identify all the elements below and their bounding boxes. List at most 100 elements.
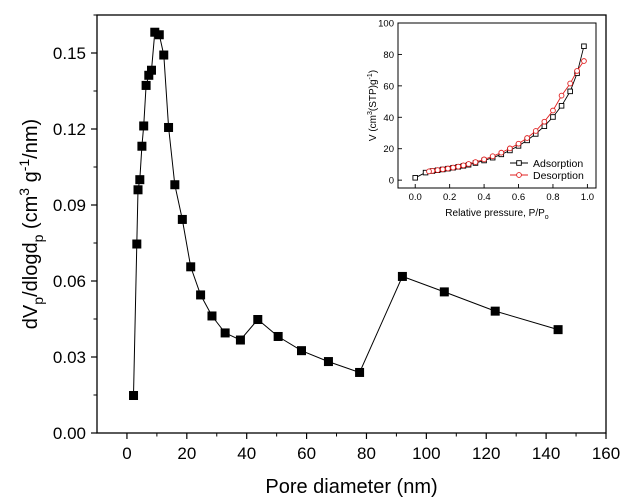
- y-axis-title-part: p: [30, 297, 46, 305]
- inset-desorption-point: [507, 145, 513, 152]
- inset-adsorption-point: [558, 103, 565, 109]
- data-point: [144, 70, 154, 80]
- y-axis-title-part: dV: [20, 304, 42, 329]
- inset-y-tick-label: 80: [383, 50, 394, 61]
- x-tick-label: 40: [237, 444, 256, 463]
- y-tick-label: 0.00: [53, 424, 86, 443]
- x-axis-title: Pore diameter (nm): [265, 476, 437, 498]
- data-point: [296, 346, 306, 356]
- inset-x-axis-title: Relative pressure, P/Po: [445, 208, 549, 221]
- x-tick-label: 80: [357, 444, 376, 463]
- inset-x-axis-title-part: Relative pressure, P/P: [445, 208, 545, 219]
- inset-desorption-point: [574, 68, 580, 74]
- data-point: [139, 121, 149, 131]
- y-axis-title-part: -1: [16, 159, 32, 172]
- y-axis-title-part: /dlogd: [20, 242, 42, 297]
- x-tick-label: 20: [177, 444, 196, 463]
- inset-desorption-point: [532, 128, 539, 134]
- data-point: [177, 214, 187, 224]
- data-point: [129, 391, 139, 401]
- data-point: [397, 271, 407, 281]
- y-tick-label: 0.15: [53, 44, 86, 63]
- inset-y-tick-label: 60: [383, 81, 394, 92]
- y-axis-title-part: 3: [16, 188, 32, 196]
- data-point: [137, 141, 147, 151]
- y-axis-title-part: g: [20, 171, 42, 188]
- y-tick-label: 0.12: [53, 120, 86, 139]
- y-axis-title-part: (cm: [20, 196, 42, 235]
- data-point: [170, 180, 180, 190]
- data-point: [439, 287, 449, 297]
- inset-y-axis-title-part: (STP)g: [368, 79, 379, 111]
- inset-x-tick-label: 0.0: [409, 192, 422, 203]
- x-tick-label: 140: [532, 444, 560, 463]
- x-tick-label: 120: [472, 444, 500, 463]
- y-tick-label: 0.09: [53, 196, 86, 215]
- inset-x-tick-label: 0.8: [546, 192, 559, 203]
- plot-frame: [96, 14, 607, 434]
- data-point: [355, 367, 365, 377]
- data-point: [253, 315, 263, 325]
- data-point: [490, 306, 500, 316]
- y-axis-title-part: p: [30, 234, 46, 242]
- legend-marker-circle: [516, 172, 522, 178]
- inset-adsorption-point: [550, 114, 556, 120]
- inset-desorption-point: [581, 58, 587, 64]
- y-tick-label: 0.03: [53, 348, 86, 367]
- data-point: [186, 262, 196, 272]
- inset-adsorption-point: [581, 43, 587, 50]
- inset-desorption-point: [550, 107, 556, 114]
- inset-y-tick-label: 100: [378, 19, 394, 30]
- data-point: [164, 122, 174, 132]
- inset-x-axis-title-part: o: [545, 214, 549, 221]
- inset-desorption-point: [460, 162, 467, 169]
- data-point: [235, 335, 245, 345]
- data-point: [135, 175, 145, 185]
- x-tick-label: 60: [297, 444, 316, 463]
- inset-desorption-point: [450, 164, 456, 171]
- inset-x-tick-label: 0.2: [443, 192, 456, 203]
- x-tick-label: 160: [592, 444, 620, 463]
- data-point: [220, 328, 230, 338]
- inset-desorption-point: [489, 153, 496, 160]
- inset-desorption-point: [426, 168, 432, 175]
- legend-marker-square: [516, 160, 522, 166]
- data-point: [146, 65, 156, 75]
- inset-desorption-point: [445, 165, 451, 172]
- x-tick-label: 0: [122, 444, 131, 463]
- legend-label: Desorption: [533, 170, 584, 182]
- inset-y-axis-title-part: ): [368, 70, 379, 73]
- inset-desorption-point: [481, 156, 487, 163]
- data-point: [323, 357, 333, 367]
- inset-desorption-point: [558, 92, 565, 99]
- y-axis-title-part: /nm): [20, 119, 42, 159]
- inset-y-axis-title: V (cm3(STP)g-1): [367, 70, 379, 141]
- x-tick-label: 100: [412, 444, 440, 463]
- inset-y-tick-label: 0: [389, 176, 394, 187]
- main-chart: 0 20 40 60 80 100 120 140 1600.000.030.060.090.1…: [16, 14, 620, 498]
- data-point: [141, 80, 151, 90]
- data-point: [207, 311, 217, 321]
- inset-desorption-point: [498, 149, 505, 156]
- data-point: [553, 325, 563, 335]
- data-point: [154, 30, 164, 40]
- inset-desorption-point: [567, 80, 574, 87]
- inset-adsorption-point: [412, 175, 418, 181]
- inset-desorption-point: [524, 135, 530, 141]
- y-tick-label: 0.06: [53, 272, 86, 291]
- inset-desorption-point: [455, 163, 462, 170]
- data-point: [159, 50, 169, 60]
- data-point: [132, 239, 142, 249]
- inset-x-tick-label: 0.4: [477, 192, 490, 203]
- inset-x-tick-label: 1.0: [581, 192, 594, 203]
- inset-desorption-point: [439, 166, 446, 173]
- inset-desorption-point: [434, 167, 441, 173]
- inset-y-axis-title-part: 3: [367, 111, 374, 115]
- inset-desorption-point: [472, 159, 479, 165]
- inset-adsorption-point: [567, 88, 573, 95]
- inset-x-tick-label: 0.6: [512, 192, 525, 203]
- data-point: [133, 185, 143, 195]
- inset-chart: 0.0 0.2 0.4 0.6 0.8 1.0 0 20 40 60 80 100 Relative p…: [367, 19, 597, 221]
